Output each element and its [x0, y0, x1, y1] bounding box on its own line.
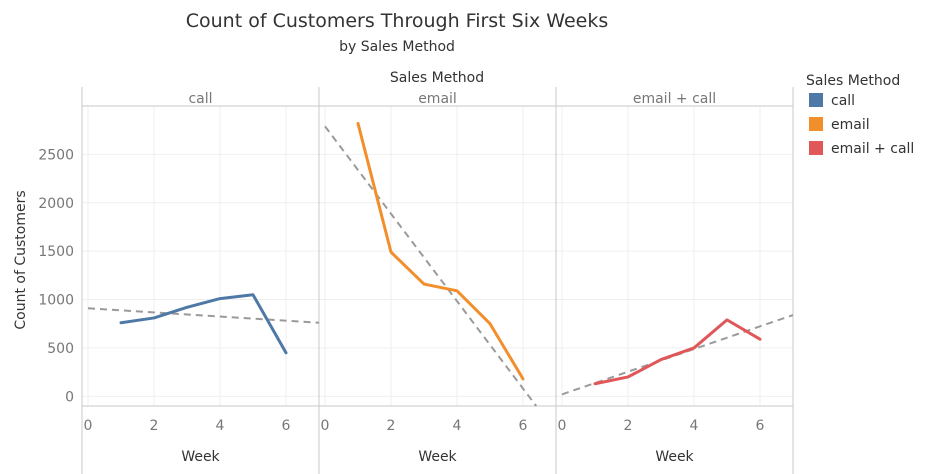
legend-label: call	[831, 93, 855, 109]
x-axis-label: Week	[181, 449, 220, 465]
series-line	[356, 121, 525, 381]
x-tick-label: 2	[150, 418, 159, 434]
x-tick-label: 6	[519, 418, 528, 434]
x-tick-label: 6	[756, 418, 765, 434]
y-tick-label: 1500	[38, 244, 74, 260]
legend: Sales Method call email email + call	[806, 73, 914, 157]
legend-swatch	[809, 93, 823, 107]
panel-header-label: email	[418, 91, 457, 107]
legend-title: Sales Method	[806, 73, 900, 89]
chart-title: Count of Customers Through First Six Wee…	[186, 10, 609, 32]
y-tick-label: 2000	[38, 196, 74, 212]
panel-header-label: call	[188, 91, 212, 107]
legend-swatch	[809, 141, 823, 155]
facet-header-title: Sales Method	[390, 70, 484, 86]
y-tick-label: 2500	[38, 147, 74, 163]
x-tick-label: 2	[624, 418, 633, 434]
legend-swatch	[809, 117, 823, 131]
panel-header-label: email + call	[633, 91, 716, 107]
x-tick-label: 4	[690, 418, 699, 434]
series-line	[119, 293, 288, 355]
x-tick-label: 4	[216, 418, 225, 434]
series-line	[593, 318, 762, 386]
x-tick-label: 4	[453, 418, 462, 434]
x-tick-label: 0	[321, 418, 330, 434]
y-tick-label: 500	[47, 341, 74, 357]
trend-line	[87, 307, 320, 324]
x-tick-label: 0	[84, 418, 93, 434]
x-tick-label: 2	[387, 418, 396, 434]
x-axis-label: Week	[655, 449, 694, 465]
legend-label: email + call	[831, 141, 914, 157]
y-tick-label: 0	[65, 389, 74, 405]
x-axis-label: Week	[418, 449, 457, 465]
legend-label: email	[831, 117, 870, 133]
x-tick-label: 6	[282, 418, 291, 434]
x-tick-label: 0	[558, 418, 567, 434]
chart-subtitle: by Sales Method	[339, 39, 455, 55]
y-tick-label: 1000	[38, 293, 74, 309]
y-axis-label: Count of Customers	[13, 190, 29, 329]
trend-line	[324, 125, 537, 407]
